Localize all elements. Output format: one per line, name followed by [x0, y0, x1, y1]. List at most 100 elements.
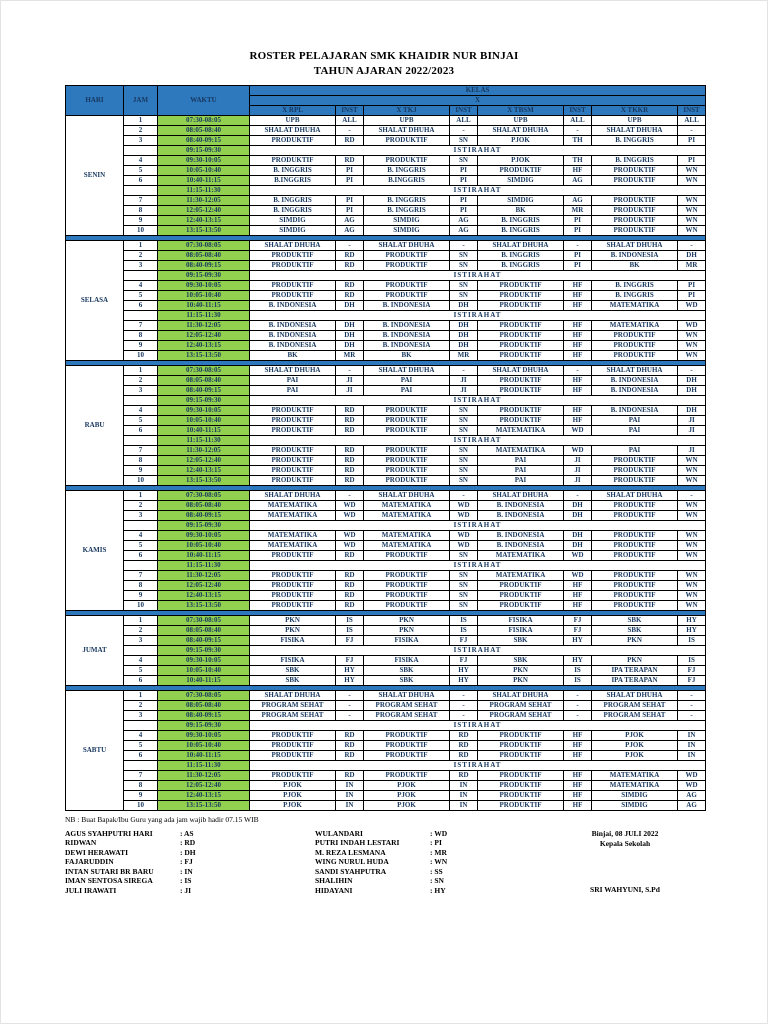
subject-cell: PRODUKTIF	[249, 454, 336, 466]
teacher-name: WING NURUL HUDA	[315, 857, 389, 867]
instructor-cell: SN	[449, 289, 478, 301]
subject-cell: PKN	[591, 634, 678, 646]
instructor-cell: -	[676, 239, 707, 251]
column-header: INST	[449, 104, 478, 116]
subject-cell: PRODUKTIF	[591, 204, 678, 216]
schedule-row: 6 10:40-11:15 PRODUKTIF RD PRODUKTIF RD PRODUK…	[66, 749, 707, 761]
subject-cell: B.INGGRIS	[363, 174, 450, 186]
instructor-cell: HF	[563, 749, 592, 761]
instructor-cell: RD	[335, 289, 364, 301]
period-cell: 2	[123, 124, 158, 136]
time-cell: 08:40-09:15	[157, 634, 250, 646]
instructor-cell: HY	[676, 624, 707, 636]
subject-cell: SHALAT DHUHA	[591, 239, 678, 251]
subject-cell: MATEMATIKA	[363, 509, 450, 521]
subject-cell: B. INDONESIA	[591, 249, 678, 261]
subject-cell: PKN	[249, 624, 336, 636]
instructor-cell: DH	[335, 299, 364, 311]
subject-cell: B. INGGRIS	[591, 279, 678, 291]
break-label-cell: ISTIRAHAT	[248, 309, 707, 321]
subject-cell: FISIKA	[477, 624, 564, 636]
schedule-row: 4 09:30-10:05 MATEMATIKA WD MATEMATIKA WD B. I…	[66, 529, 707, 541]
instructor-cell: AG	[335, 224, 364, 236]
subject-cell: SHALAT DHUHA	[249, 239, 336, 251]
instructor-cell: DH	[335, 339, 364, 351]
instructor-cell: WD	[676, 769, 707, 781]
subject-cell: PKN	[363, 614, 450, 626]
instructor-cell: -	[449, 239, 478, 251]
instructor-cell: HF	[563, 739, 592, 751]
instructor-cell: HF	[563, 789, 592, 801]
subject-cell: PKN	[363, 624, 450, 636]
time-cell: 10:05-10:40	[157, 664, 250, 676]
subject-cell: B. INDONESIA	[363, 299, 450, 311]
teacher-name: INTAN SUTARI BR BARU	[65, 866, 154, 876]
subject-cell: UPB	[477, 114, 564, 126]
instructor-cell: -	[449, 489, 478, 501]
subject-cell: UPB	[249, 114, 336, 126]
schedule-row: 6 10:40-11:15 SBK HY SBK HY PKN IS IPA TERAPAN FJ	[66, 674, 707, 686]
schedule-row: 5 10:05-10:40 PRODUKTIF RD PRODUKTIF SN PRODUK…	[66, 414, 707, 426]
time-cell: 09:15-09:30	[157, 269, 250, 281]
schedule-row: 9 12:40-13:15 PRODUKTIF RD PRODUKTIF SN PAI JI P…	[66, 464, 707, 476]
subject-cell: PRODUKTIF	[477, 589, 564, 601]
subject-cell: B. INGGRIS	[249, 204, 336, 216]
subject-cell: PRODUKTIF	[591, 589, 678, 601]
time-cell: 12:05-12:40	[157, 454, 250, 466]
teacher-code: : RD	[180, 838, 196, 848]
period-cell: 4	[123, 729, 158, 741]
instructor-cell: -	[676, 699, 707, 711]
subject-cell: PRODUKTIF	[591, 499, 678, 511]
subject-cell: BK	[363, 349, 450, 361]
break-row: 11:15-11:30 ISTIRAHAT	[66, 434, 707, 446]
nb-note: NB : Buat Bapak/Ibu Guru yang ada jam wa…	[65, 814, 259, 824]
time-cell: 10:40-11:15	[157, 674, 250, 686]
subject-cell: PRODUKTIF	[249, 749, 336, 761]
instructor-cell: HF	[563, 779, 592, 791]
subject-cell: B. INDONESIA	[249, 319, 336, 331]
subject-cell: PRODUKTIF	[477, 384, 564, 396]
time-cell: 12:40-13:15	[157, 789, 250, 801]
subject-cell: PAI	[363, 384, 450, 396]
teacher-code: : WD	[430, 828, 448, 838]
instructor-cell: HY	[449, 664, 478, 676]
subject-cell: PRODUKTIF	[249, 154, 336, 166]
period-cell: 3	[123, 259, 158, 271]
instructor-cell: TH	[563, 134, 592, 146]
instructor-cell: RD	[335, 259, 364, 271]
schedule-row: 5 10:05-10:40 MATEMATIKA WD MATEMATIKA WD B. I…	[66, 539, 707, 551]
instructor-cell: WD	[676, 319, 707, 331]
instructor-cell: WD	[676, 779, 707, 791]
time-cell: 07:30-08:05	[157, 239, 250, 251]
instructor-cell: RD	[335, 414, 364, 426]
period-cell	[123, 759, 158, 771]
time-cell: 08:40-09:15	[157, 709, 250, 721]
schedule-row: 3 08:40-09:15 PRODUKTIF RD PRODUKTIF SN B. ING…	[66, 259, 707, 271]
break-label-cell: ISTIRAHAT	[248, 519, 707, 531]
schedule-row: 2 08:05-08:40 MATEMATIKA WD MATEMATIKA WD B. I…	[66, 499, 707, 511]
subject-cell: PRODUKTIF	[591, 164, 678, 176]
subject-cell: PAI	[591, 414, 678, 426]
day-name-cell: KAMIS	[65, 489, 124, 611]
instructor-cell: RD	[335, 454, 364, 466]
subject-cell: PRODUKTIF	[591, 464, 678, 476]
instructor-cell: RD	[335, 549, 364, 561]
subject-cell: B. INDONESIA	[363, 329, 450, 341]
subject-cell: PRODUKTIF	[591, 349, 678, 361]
teacher-code: : HY	[430, 885, 446, 895]
time-cell: 10:40-11:15	[157, 749, 250, 761]
signature-space	[545, 849, 705, 885]
instructor-cell: DH	[676, 249, 707, 261]
period-cell: 1	[123, 489, 158, 501]
schedule-row: 10 13:15-13:50 BK MR BK MR PRODUKTIF HF PRODUKTI…	[66, 349, 707, 361]
subject-cell: PRODUKTIF	[249, 739, 336, 751]
instructor-cell: WN	[676, 464, 707, 476]
teacher-entry: WING NURUL HUDA: WN	[315, 857, 533, 867]
teacher-name: RIDWAN	[65, 838, 97, 848]
period-cell	[123, 394, 158, 406]
instructor-cell: HF	[563, 319, 592, 331]
time-cell: 08:05-08:40	[157, 624, 250, 636]
time-cell: 07:30-08:05	[157, 614, 250, 626]
column-header: INST	[676, 104, 707, 116]
